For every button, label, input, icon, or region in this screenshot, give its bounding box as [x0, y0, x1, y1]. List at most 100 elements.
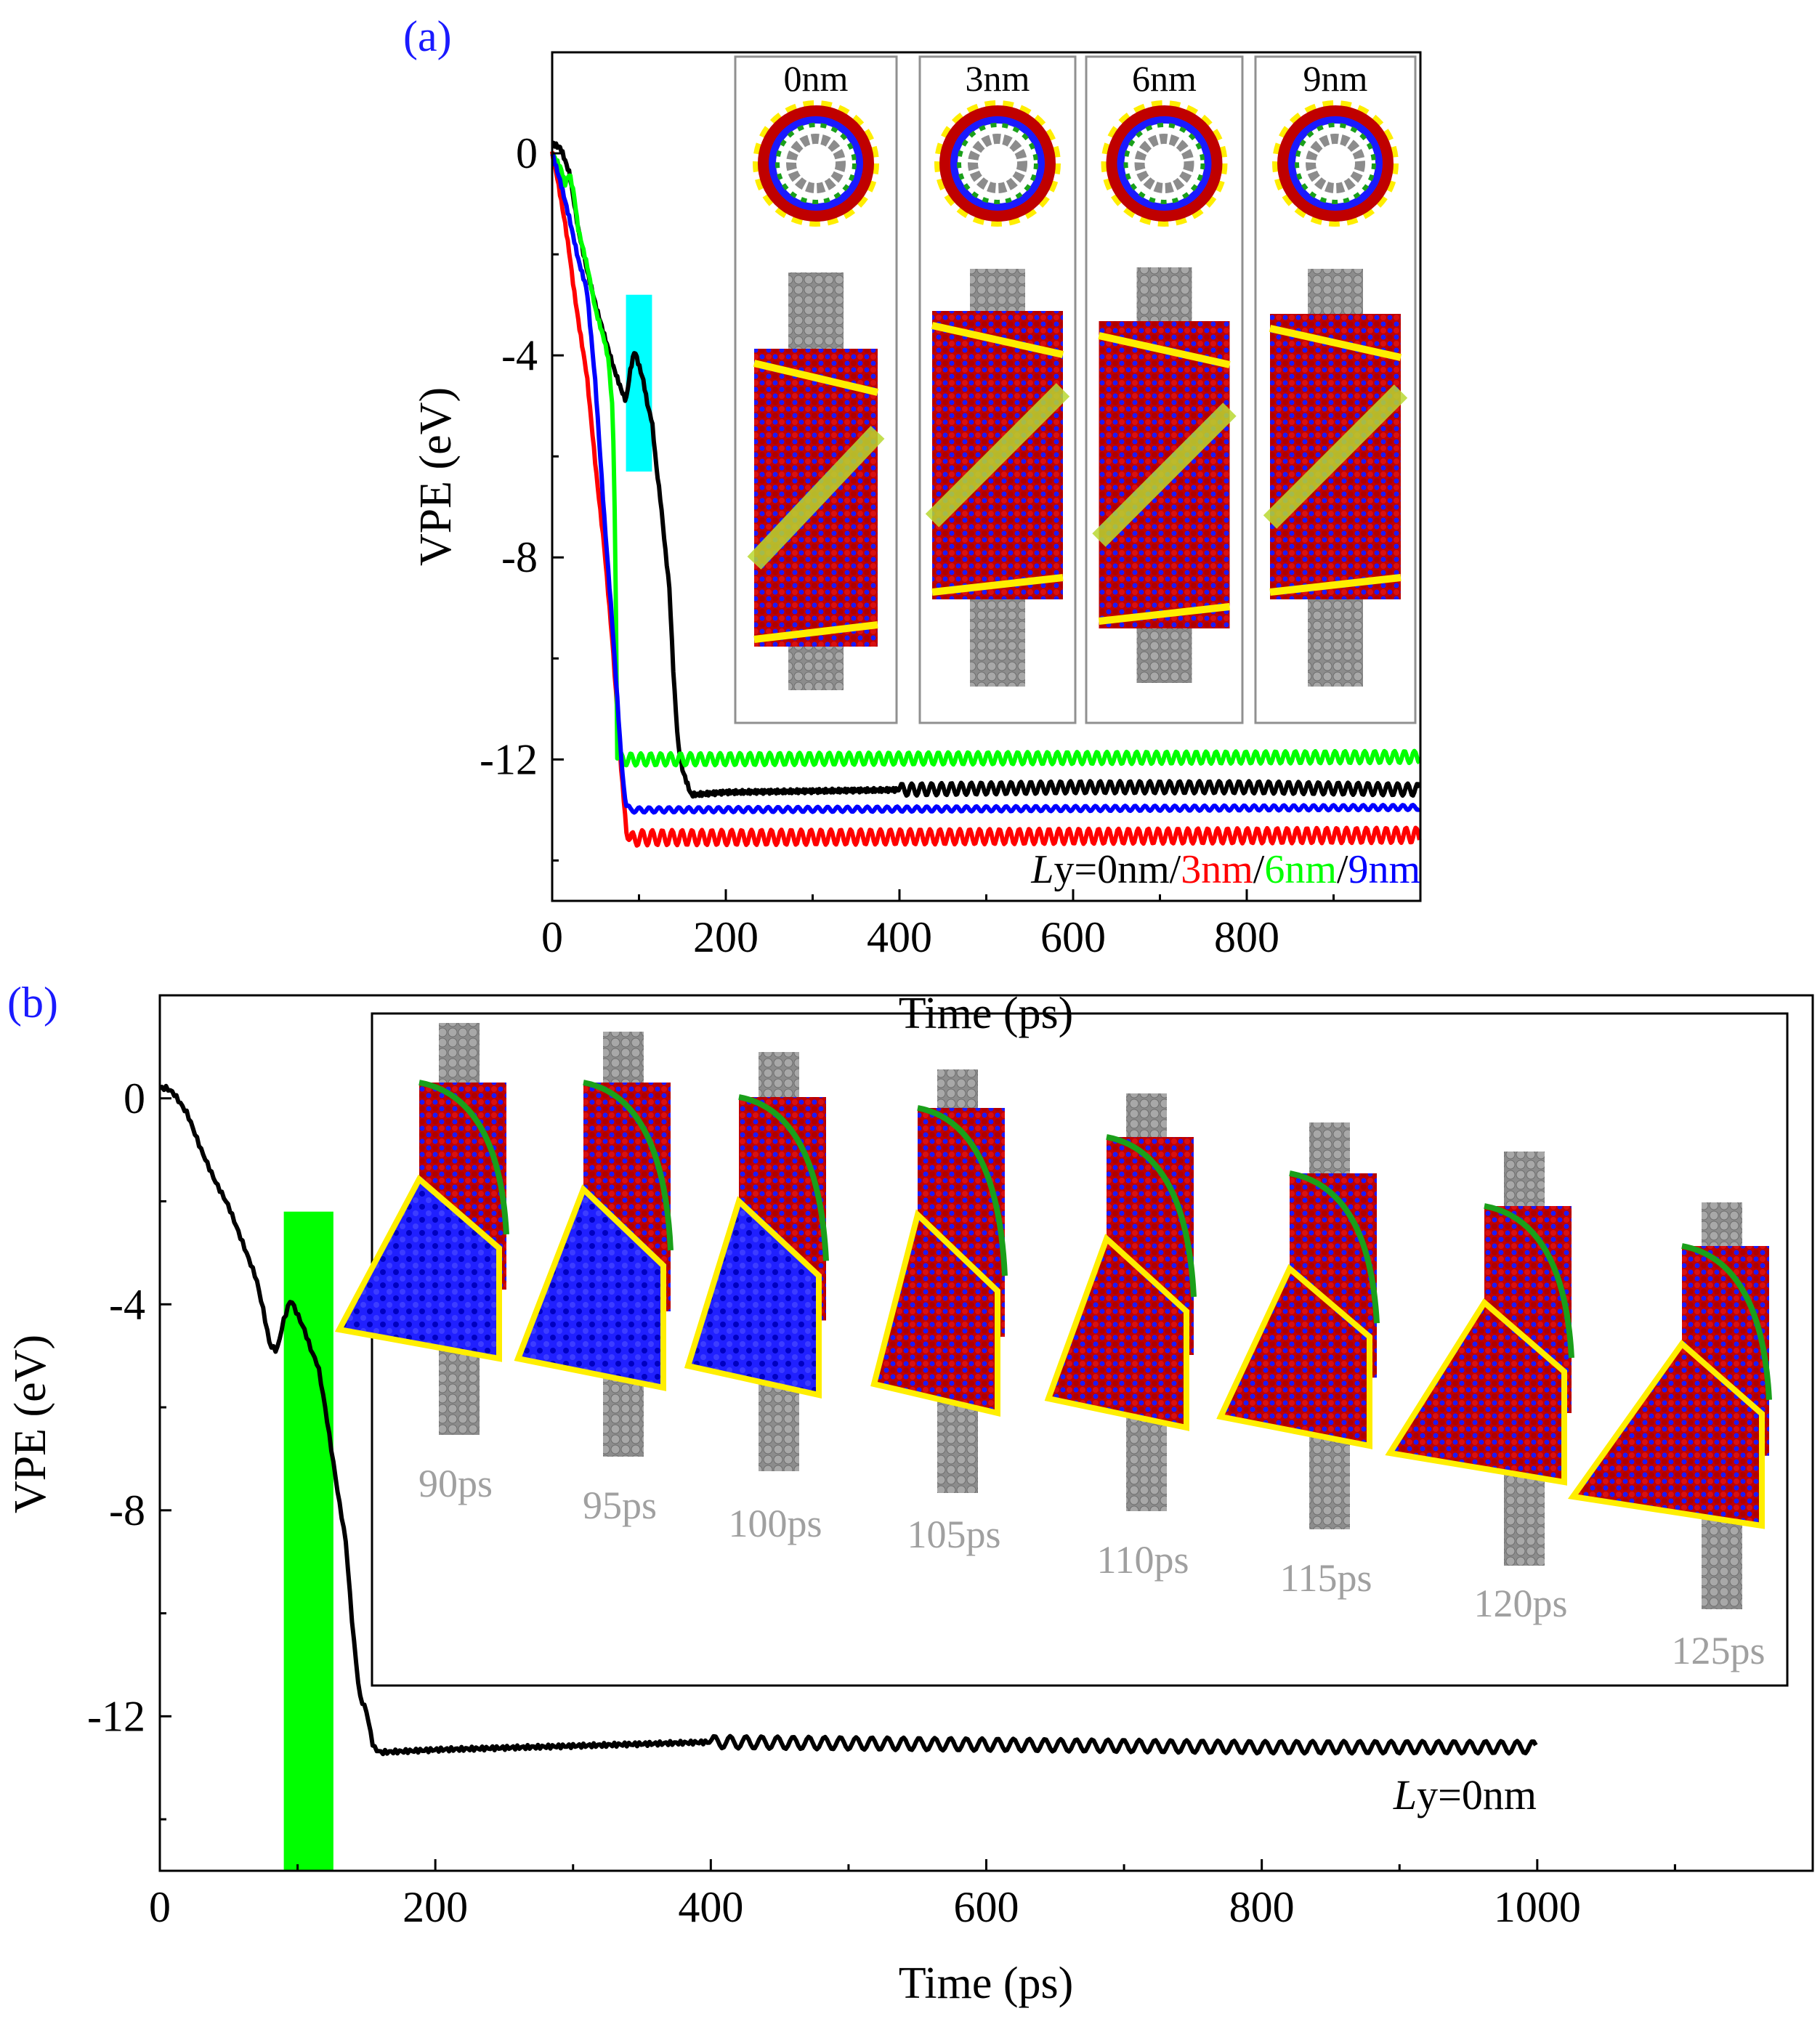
series-line-ly-6nm	[551, 153, 1422, 768]
legend-prefix-rest: y=	[1417, 1771, 1462, 1818]
ribbon-edge	[583, 1080, 674, 1251]
ribbon-seam	[925, 383, 1070, 527]
ring-red	[1277, 105, 1394, 222]
legend-entry: 3nm	[1181, 847, 1253, 892]
series-line-ly-3nm	[550, 151, 1422, 848]
x-tick-label: 1000	[1494, 1883, 1581, 1931]
x-tick-label: 200	[693, 913, 759, 961]
ring-red	[758, 105, 874, 222]
legend-entry: 6nm	[1264, 847, 1337, 892]
y-tick-label: -8	[501, 533, 538, 581]
y-tick-label: 0	[516, 129, 538, 177]
ring-blue	[1288, 116, 1383, 211]
ribbon-edge	[1289, 1170, 1380, 1324]
y-tick-label: -8	[109, 1486, 145, 1534]
ribbon-edge-top	[1098, 332, 1231, 368]
inset-label: 9nm	[1303, 58, 1368, 99]
panel-b-legend: Ly=0nm	[1393, 1771, 1537, 1818]
legend-separator: /	[1253, 847, 1265, 892]
ring-green	[1123, 123, 1205, 204]
ribbon-edge-bottom	[1269, 574, 1402, 596]
ribbon-edge	[917, 1105, 1008, 1276]
ribbon-edge	[738, 1094, 829, 1261]
x-tick-label: 800	[1214, 913, 1279, 961]
ring-red	[939, 105, 1056, 222]
ribbon-flap	[1216, 1263, 1372, 1449]
snapshot-time-label: 110ps	[1096, 1538, 1189, 1582]
legend-entry: 9nm	[1348, 847, 1420, 892]
ribbon-seam	[747, 426, 885, 570]
panel-a-label: (a)	[403, 12, 452, 60]
panel-a-insets: 0nm 3nm 6nm 9nm	[734, 55, 1417, 724]
panel-b-insets: 90ps 95ps 100ps 105ps 110ps 115ps 120ps 125ps	[334, 1023, 1772, 1672]
ribbon-seam	[1263, 384, 1408, 529]
legend-entry: 0nm	[1462, 1771, 1537, 1818]
ribbon-flap	[1385, 1298, 1567, 1486]
series-line-ly-0nm	[551, 140, 1422, 799]
ribbon-flap	[684, 1196, 822, 1399]
x-tick-label: 600	[1040, 913, 1106, 961]
ribbon-flap	[334, 1174, 502, 1362]
ring-green	[1295, 123, 1376, 204]
nanotube-top-view	[1134, 134, 1194, 193]
ring-green	[775, 123, 857, 204]
nanotube-top-view	[968, 134, 1027, 193]
y-tick-label: -4	[501, 331, 538, 379]
nanotube-top-view	[786, 134, 846, 193]
legend-prefix: L	[1030, 847, 1053, 892]
snapshot-time-label: 100ps	[728, 1502, 822, 1545]
legend-prefix-rest: y=	[1053, 847, 1097, 892]
legend-prefix: L	[1393, 1771, 1417, 1818]
legend-separator: /	[1170, 847, 1181, 892]
ribbon-edge	[1484, 1203, 1574, 1359]
panel-b-inset-frame	[371, 1012, 1789, 1687]
y-tick-label: -12	[87, 1692, 145, 1740]
x-tick-label: 400	[867, 913, 932, 961]
ring-green	[957, 123, 1038, 204]
panel-a-legend: Ly=0nm/3nm/6nm/9nm	[1030, 847, 1420, 892]
ribbon-edge-bottom	[931, 574, 1064, 596]
ring-blue	[1117, 116, 1212, 211]
series-line-ly-9nm	[550, 153, 1421, 815]
ribbon-edge-top	[753, 360, 879, 396]
ribbon-flap	[1044, 1234, 1189, 1431]
ribbon-edge-bottom	[753, 621, 878, 643]
panel-b-x-axis-label: Time (ps)	[899, 1959, 1074, 2008]
ribbon-edge-top	[931, 322, 1064, 358]
inset-label: 3nm	[966, 58, 1030, 99]
x-tick-label: 200	[403, 1883, 468, 1931]
ribbon-edge-bottom	[1098, 603, 1231, 625]
y-tick-label: 0	[124, 1075, 145, 1122]
snapshot-time-label: 125ps	[1671, 1629, 1765, 1672]
inset-label: 0nm	[784, 58, 849, 99]
inset-label: 6nm	[1132, 58, 1197, 99]
ribbon-edge	[1681, 1243, 1772, 1400]
x-tick-label: 800	[1229, 1883, 1295, 1931]
ring-blue	[950, 116, 1045, 211]
y-tick-label: -12	[480, 735, 538, 783]
panel-b: (b) 90ps 95ps 100ps 105ps 110ps 115ps 120ps 125…	[6, 979, 1814, 2008]
y-tick-label: -4	[109, 1280, 145, 1328]
ribbon-flap	[514, 1184, 666, 1391]
ring-red	[1106, 105, 1223, 222]
ribbon-edge	[1106, 1134, 1197, 1298]
series-line-ly-0nm	[158, 1083, 1538, 1757]
x-tick-label: 0	[541, 913, 563, 961]
snapshot-time-label: 120ps	[1473, 1582, 1567, 1625]
ribbon-edge-top	[1269, 325, 1402, 361]
highlight-band	[283, 1211, 333, 1871]
ribbon-flap	[1567, 1339, 1765, 1529]
ribbon-edge	[418, 1080, 509, 1235]
nanotube-top-view	[1306, 134, 1365, 193]
panel-b-label: (b)	[7, 979, 58, 1027]
x-tick-label: 600	[954, 1883, 1019, 1931]
snapshot-time-label: 90ps	[418, 1462, 493, 1505]
x-tick-label: 400	[678, 1883, 743, 1931]
snapshot-time-label: 95ps	[583, 1484, 657, 1527]
legend-separator: /	[1337, 847, 1348, 892]
ribbon-seam	[1092, 402, 1237, 547]
ribbon-flap	[870, 1209, 1000, 1417]
legend-entry: 0nm	[1097, 847, 1170, 892]
panel-b-y-axis-label: VPE (eV)	[6, 1335, 55, 1513]
